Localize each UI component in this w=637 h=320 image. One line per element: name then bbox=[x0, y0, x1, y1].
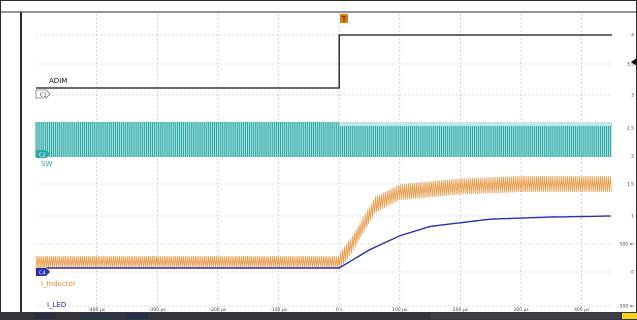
i-inductor-waveform bbox=[35, 175, 612, 270]
trigger-marker[interactable]: T bbox=[340, 14, 348, 24]
x-tick-label: -100 µs bbox=[270, 307, 288, 313]
x-tick-label: -300 µs bbox=[149, 307, 167, 313]
right-axis-label: 1 bbox=[631, 214, 634, 220]
channel-4-badge[interactable]: C4 bbox=[36, 268, 50, 277]
sw-label: SW bbox=[41, 160, 52, 168]
channel-badge-text: C4 bbox=[39, 271, 46, 277]
i-led-waveform bbox=[36, 215, 611, 269]
trigger-icon bbox=[340, 14, 348, 23]
x-tick-label: 300 µs bbox=[513, 307, 529, 313]
channel-badge-text: C1 bbox=[40, 93, 47, 99]
status-chip[interactable] bbox=[80, 313, 120, 319]
right-axis-labels: 4 3.5 3 2.5 2 1.5 1 500 m 0 -500 m bbox=[618, 33, 634, 310]
adim-waveform bbox=[36, 34, 612, 89]
sw-band-fill bbox=[36, 122, 612, 157]
x-tick-label: -200 µs bbox=[209, 307, 227, 313]
x-tick-label: 400 µs bbox=[574, 307, 590, 313]
i-inductor-ripple bbox=[35, 175, 612, 270]
right-axis-label: 3 bbox=[631, 93, 634, 99]
right-axis-label: 500 m bbox=[620, 242, 634, 248]
channel-2-badge[interactable]: C2 bbox=[36, 150, 50, 159]
x-tick-label: 0 s bbox=[336, 307, 343, 313]
right-axis-label: 4 bbox=[631, 33, 634, 39]
sw-waveform bbox=[35, 122, 612, 157]
right-axis-label: 3.5 bbox=[627, 62, 634, 68]
channel-1-badge[interactable]: C1 bbox=[35, 89, 51, 99]
x-tick-label: 100 µs bbox=[392, 307, 408, 313]
i-led-label: I_LED bbox=[47, 301, 66, 309]
channel-badge-shape bbox=[36, 150, 50, 158]
svg-text:T: T bbox=[341, 16, 347, 24]
left-border bbox=[20, 12, 22, 312]
adim-label: ADIM bbox=[49, 77, 67, 85]
status-chip[interactable] bbox=[622, 313, 637, 319]
status-chip[interactable] bbox=[34, 313, 56, 319]
status-chip[interactable] bbox=[126, 313, 148, 319]
right-axis-label: 0 bbox=[631, 270, 634, 276]
channel-1-level-marker[interactable] bbox=[631, 58, 637, 66]
channel-badge-text: C2 bbox=[39, 153, 46, 159]
x-tick-label: 200 µs bbox=[453, 307, 469, 313]
channel-badge-shape bbox=[35, 89, 51, 99]
i-inductor-label: I_Inductor bbox=[41, 280, 76, 288]
right-axis-label: 1.5 bbox=[627, 182, 634, 188]
right-axis-label: 2.5 bbox=[627, 126, 634, 132]
x-axis-ticks: -400 µs -300 µs -200 µs -100 µs 0 s 100 µs 200… bbox=[88, 307, 590, 313]
status-chip[interactable] bbox=[430, 313, 620, 319]
status-bar-bg bbox=[0, 312, 637, 320]
channel-badge-shape bbox=[36, 268, 50, 276]
x-tick-label: -400 µs bbox=[88, 307, 106, 313]
right-axis-label: 2 bbox=[631, 154, 634, 160]
status-bar bbox=[0, 312, 637, 320]
right-axis-label: -500 m bbox=[618, 304, 634, 310]
